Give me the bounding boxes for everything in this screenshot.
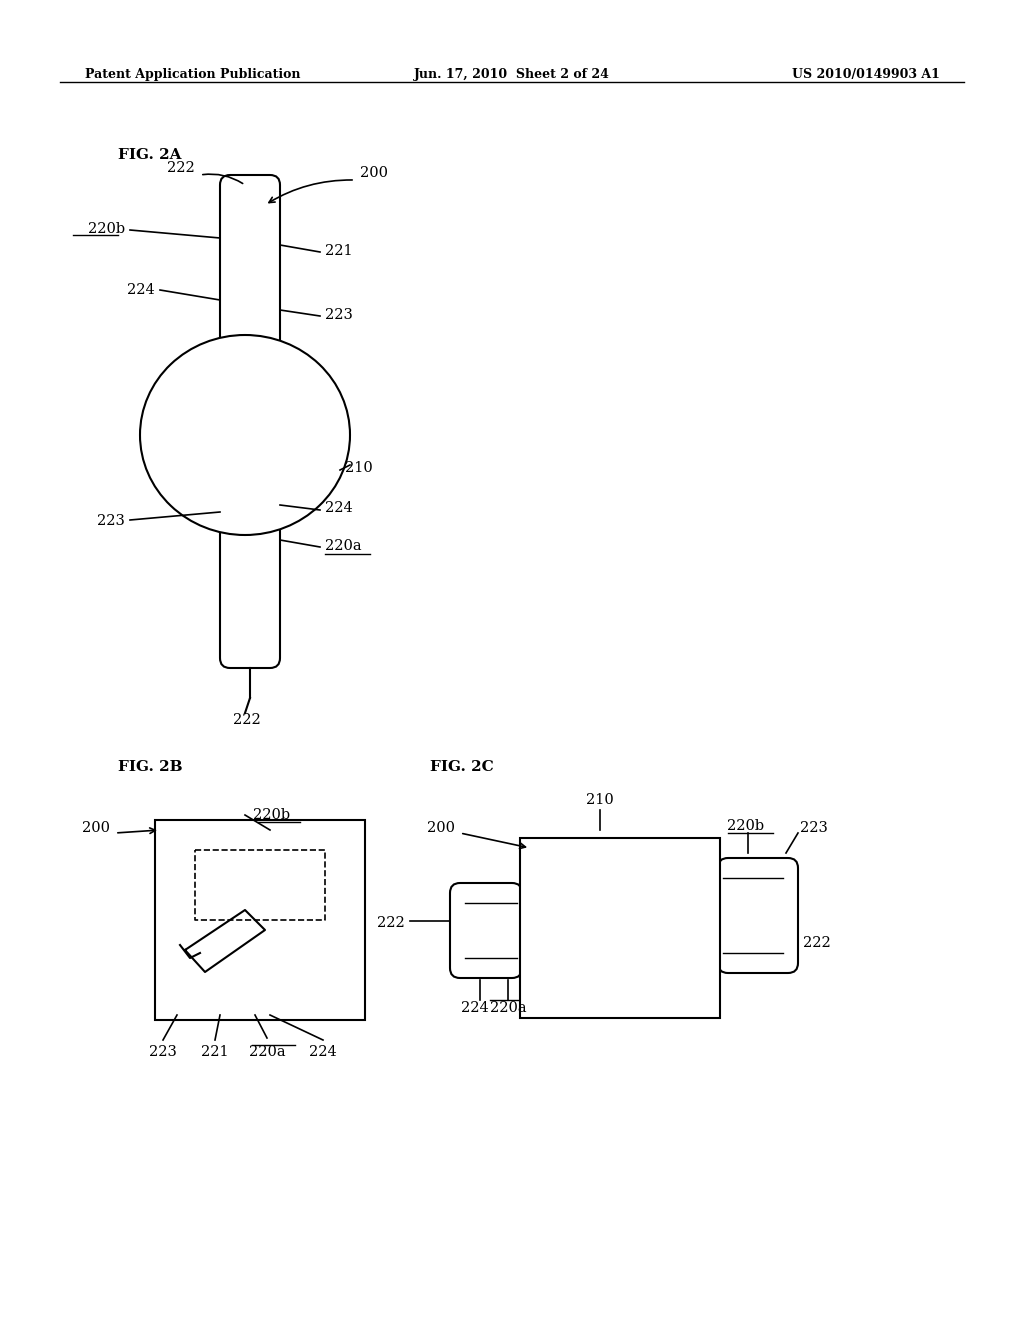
Text: 220b: 220b — [727, 818, 765, 833]
Text: US 2010/0149903 A1: US 2010/0149903 A1 — [793, 69, 940, 81]
Bar — [520, 838, 720, 1018]
Polygon shape — [185, 909, 265, 972]
Text: 224: 224 — [461, 1001, 488, 1015]
Text: 220b: 220b — [88, 222, 125, 236]
Text: 200: 200 — [82, 821, 110, 836]
Text: 223: 223 — [325, 308, 353, 322]
Text: 223: 223 — [800, 821, 827, 836]
Text: FIG. 2C: FIG. 2C — [430, 760, 494, 774]
Text: 220a: 220a — [325, 539, 361, 553]
Text: 224: 224 — [309, 1045, 337, 1059]
Ellipse shape — [140, 335, 350, 535]
Text: 223: 223 — [150, 1045, 177, 1059]
FancyBboxPatch shape — [220, 176, 280, 370]
Text: FIG. 2B: FIG. 2B — [118, 760, 182, 774]
Text: 200: 200 — [360, 166, 388, 180]
Text: Jun. 17, 2010  Sheet 2 of 24: Jun. 17, 2010 Sheet 2 of 24 — [414, 69, 610, 81]
FancyBboxPatch shape — [220, 480, 280, 668]
Text: FIG. 2A: FIG. 2A — [118, 148, 181, 162]
Text: 224: 224 — [325, 502, 352, 515]
Text: 220b: 220b — [253, 808, 291, 822]
FancyBboxPatch shape — [450, 883, 522, 978]
Text: 222: 222 — [233, 713, 261, 727]
Text: 210: 210 — [586, 793, 613, 807]
Text: 221: 221 — [201, 1045, 228, 1059]
Text: 220a: 220a — [249, 1045, 286, 1059]
Text: 220a: 220a — [489, 1001, 526, 1015]
Text: 200: 200 — [427, 821, 455, 836]
Text: 210: 210 — [345, 461, 373, 475]
FancyBboxPatch shape — [718, 858, 798, 973]
Text: 222: 222 — [377, 916, 406, 931]
Text: Patent Application Publication: Patent Application Publication — [85, 69, 300, 81]
Text: 224: 224 — [127, 282, 155, 297]
Text: 222: 222 — [167, 161, 195, 176]
Bar — [155, 820, 365, 1020]
Text: 222: 222 — [803, 936, 830, 950]
Text: 223: 223 — [97, 513, 125, 528]
Text: 221: 221 — [325, 244, 352, 257]
